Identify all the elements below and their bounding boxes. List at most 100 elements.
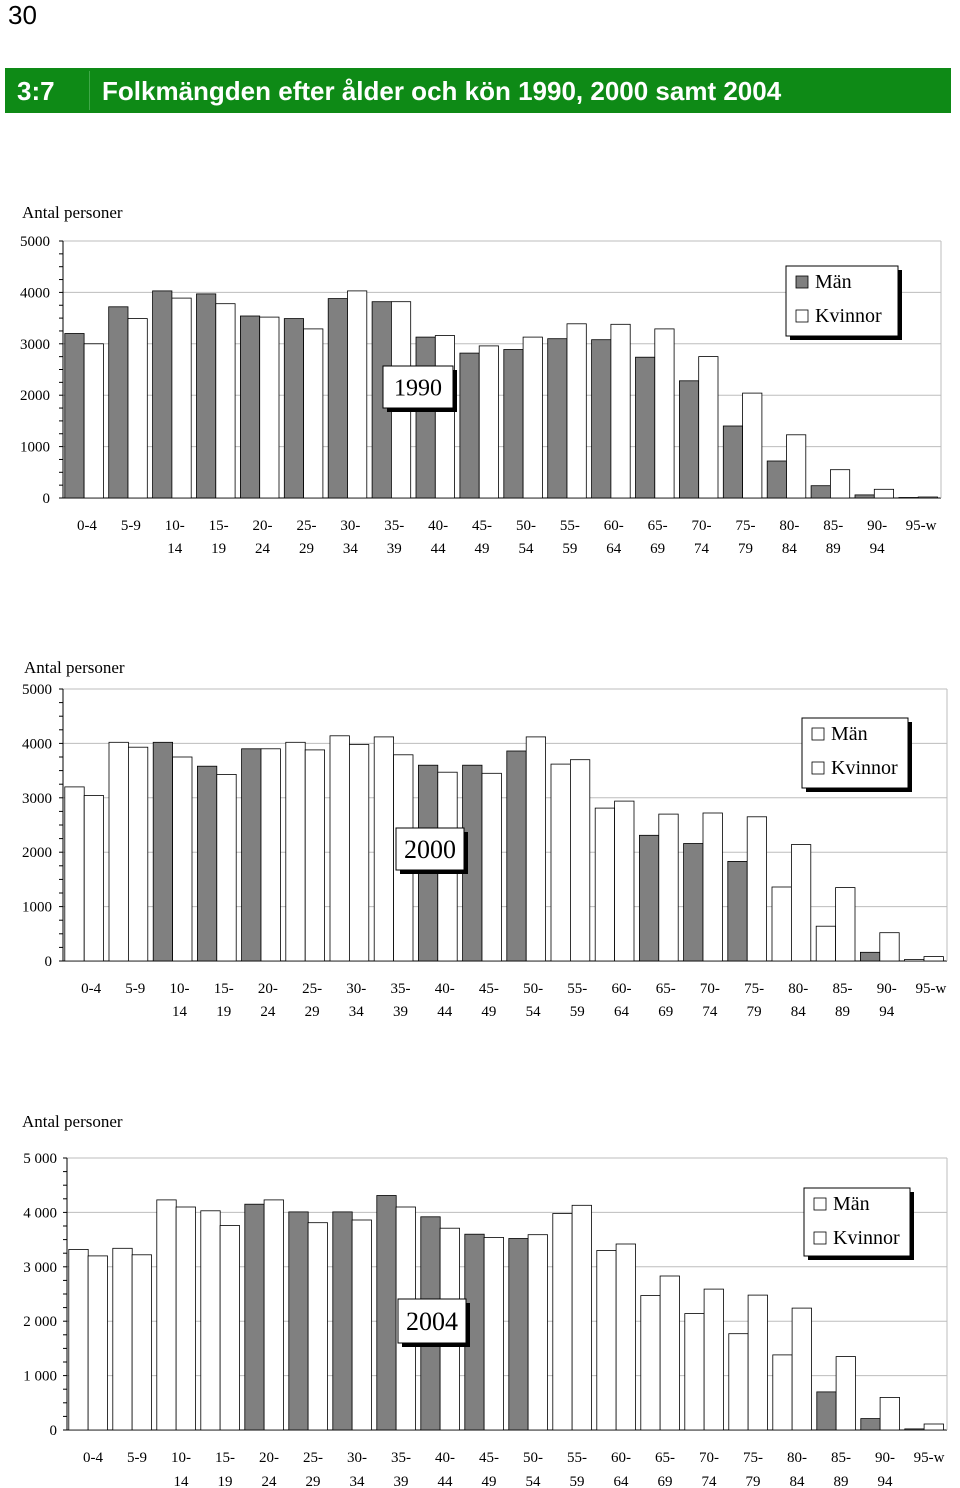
x-tick-label: 80- — [788, 981, 808, 997]
bar-woman — [303, 328, 324, 499]
x-tick-label: 45- — [472, 518, 492, 534]
bar-woman — [879, 1397, 900, 1431]
y-tick-label: 5000 — [20, 234, 50, 250]
y-tick-label: 5000 — [22, 682, 52, 698]
bar-man — [904, 959, 925, 962]
y-axis-label: Antal personer — [22, 203, 123, 222]
year-box — [397, 1298, 467, 1344]
x-tick-label: 89 — [826, 541, 841, 557]
bar-man — [196, 293, 217, 499]
section-title: Folkmängden efter ålder och kön 1990, 20… — [102, 76, 782, 106]
x-tick-label: 70- — [692, 518, 712, 534]
bar-man — [68, 1249, 89, 1431]
bar-man — [815, 925, 837, 962]
x-tick-label: 0-4 — [81, 981, 101, 997]
bar-man — [898, 497, 919, 499]
bar-man — [200, 1210, 221, 1431]
x-tick-label: 34 — [343, 541, 359, 557]
y-axis-label: Antal personer — [22, 1112, 123, 1131]
bar-woman — [698, 356, 719, 499]
x-tick-label: 14 — [172, 1004, 188, 1020]
x-tick-label: 45- — [479, 1450, 499, 1466]
x-tick-label: 89 — [834, 1474, 849, 1488]
x-tick-label: 14 — [174, 1474, 190, 1488]
bar-woman — [127, 318, 148, 499]
bar-woman — [87, 1255, 108, 1431]
bar-man — [594, 807, 616, 962]
x-tick-label: 60- — [604, 518, 624, 534]
x-tick-label: 54 — [518, 541, 534, 557]
x-tick-label: 40- — [428, 518, 448, 534]
x-tick-label: 84 — [782, 541, 798, 557]
y-tick-label: 5 000 — [23, 1151, 57, 1167]
bar-woman — [835, 887, 856, 962]
bar-woman — [917, 496, 938, 499]
bar-woman — [610, 323, 631, 499]
bar-woman — [131, 1254, 152, 1431]
bar-man — [810, 485, 831, 499]
bar-man — [244, 1203, 265, 1431]
x-tick-label: 49 — [482, 1474, 497, 1488]
x-tick-label: 29 — [299, 541, 314, 557]
x-tick-label: 14 — [167, 541, 183, 557]
x-tick-label: 44 — [431, 541, 447, 557]
bar-woman — [702, 812, 723, 962]
x-tick-label: 90- — [877, 981, 897, 997]
bar-man — [376, 1195, 397, 1431]
legend-swatch-man — [795, 275, 809, 289]
bar-man — [766, 460, 787, 499]
x-tick-label: 95-w — [915, 981, 946, 997]
bar-woman — [879, 932, 900, 962]
x-tick-label: 50- — [523, 981, 543, 997]
y-tick-label: 3000 — [22, 791, 52, 807]
x-tick-label: 70- — [700, 981, 720, 997]
legend-label: Kvinnor — [833, 1227, 900, 1249]
x-tick-label: 44 — [437, 1004, 453, 1020]
bar-man — [112, 1247, 133, 1431]
bar-man — [239, 315, 261, 499]
x-tick-label: 30- — [340, 518, 360, 534]
year-label: 2004 — [406, 1307, 458, 1336]
bar-man — [415, 336, 436, 499]
x-tick-label: 54 — [526, 1474, 542, 1488]
bar-man — [327, 298, 348, 499]
bar-woman — [703, 1288, 724, 1431]
x-tick-label: 0-4 — [83, 1450, 103, 1466]
x-tick-label: 15- — [215, 1450, 235, 1466]
bar-woman — [216, 774, 237, 962]
bar-man — [373, 736, 395, 962]
x-tick-label: 79 — [738, 541, 753, 557]
x-tick-label: 20- — [259, 1450, 279, 1466]
x-tick-label: 39 — [387, 541, 402, 557]
y-tick-label: 2 000 — [23, 1314, 57, 1330]
x-tick-label: 49 — [481, 1004, 496, 1020]
bar-man — [679, 380, 700, 499]
x-tick-label: 90- — [867, 518, 887, 534]
section-number: 3:7 — [17, 76, 55, 106]
x-tick-label: 89 — [835, 1004, 850, 1020]
bar-woman — [172, 756, 193, 962]
x-tick-label: 79 — [747, 1004, 762, 1020]
y-tick-label: 0 — [43, 491, 51, 507]
y-tick-label: 0 — [50, 1423, 58, 1439]
x-tick-label: 85- — [831, 1450, 851, 1466]
x-tick-label: 80- — [787, 1450, 807, 1466]
bar-man — [196, 765, 218, 962]
bar-man — [506, 750, 527, 962]
x-tick-label: 95-w — [914, 1450, 945, 1466]
legend-label: Män — [831, 723, 868, 745]
bar-man — [683, 843, 704, 962]
bar-woman — [481, 772, 502, 962]
x-tick-label: 19 — [218, 1474, 233, 1488]
bar-woman — [83, 343, 104, 499]
legend-swatch-woman — [813, 1231, 827, 1245]
x-tick-label: 25- — [303, 1450, 323, 1466]
x-tick-label: 20- — [258, 981, 278, 997]
bar-man — [64, 333, 85, 499]
bar-woman — [791, 844, 812, 962]
bar-woman — [566, 323, 587, 499]
bar-man — [596, 1250, 617, 1431]
x-tick-label: 25- — [296, 518, 316, 534]
bar-man — [108, 741, 129, 962]
bar-man — [108, 306, 129, 499]
